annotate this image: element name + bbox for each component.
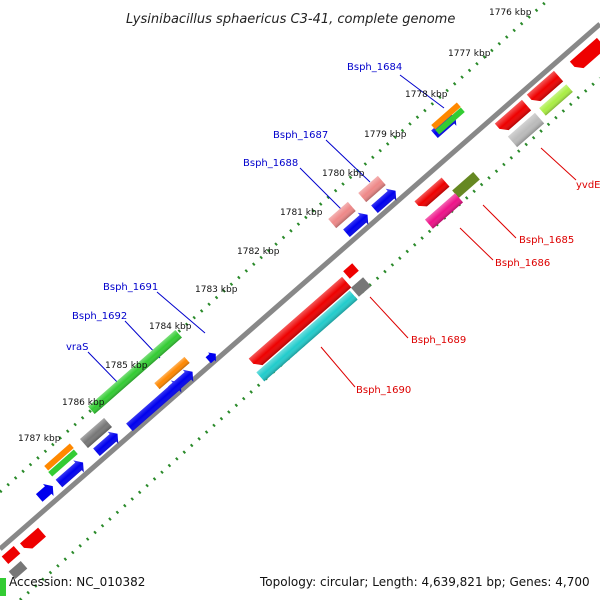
gene-label-vras[interactable]: vraS — [66, 342, 89, 353]
gene-arrow-blue[interactable] — [124, 377, 186, 434]
gene-orange-strip[interactable] — [44, 443, 74, 471]
leader-bsph-1688 — [299, 167, 345, 213]
gene-bsph-1686[interactable] — [424, 193, 464, 229]
genome-backbone — [0, 22, 600, 551]
leader-bsph-1687 — [325, 139, 371, 183]
genome-summary-text: Topology: circular; Length: 4,639,821 bp… — [259, 575, 590, 589]
kbp-tick-label: 1777 kbp — [448, 49, 491, 59]
gene-arrow-blue[interactable] — [54, 456, 89, 489]
leader-bsph-1686 — [459, 227, 494, 261]
gene-pink-block[interactable] — [328, 201, 356, 229]
leader-bsph-1684 — [399, 74, 445, 109]
gene-label-bsph-1687[interactable]: Bsph_1687 — [273, 130, 328, 141]
kbp-tick-label: 1779 kbp — [364, 130, 407, 140]
gene-bsph-1690[interactable] — [256, 290, 358, 382]
gene-red-arrow[interactable] — [526, 70, 564, 105]
gene-gray-block[interactable] — [80, 417, 112, 449]
gene-label-bsph-1684[interactable]: Bsph_1684 — [347, 62, 402, 73]
outer-tick-ring — [0, 0, 550, 494]
gene-red-arrow[interactable] — [414, 177, 450, 211]
leader-vras — [87, 351, 123, 388]
gene-red-arrow[interactable] — [20, 527, 46, 553]
gene-arrow-blue[interactable] — [369, 185, 401, 215]
gene-yvde[interactable] — [539, 84, 573, 116]
gene-lightgray-block[interactable] — [507, 112, 545, 148]
gene-green-strip[interactable] — [435, 107, 465, 135]
gene-pink-block[interactable] — [358, 175, 386, 203]
leader-bsph-1689 — [369, 296, 409, 339]
gene-label-yvde[interactable]: yvdE — [576, 180, 600, 191]
gene-label-bsph-1689[interactable]: Bsph_1689 — [411, 335, 466, 346]
gene-orange-strip[interactable] — [431, 102, 461, 130]
kbp-tick-label: 1778 kbp — [405, 90, 448, 100]
gene-red-arrow[interactable] — [494, 99, 532, 134]
kbp-tick-label: 1776 kbp — [489, 8, 532, 18]
kbp-tick-label: 1784 kbp — [149, 322, 192, 332]
gene-red-small[interactable] — [343, 263, 359, 279]
gene-red-large[interactable] — [248, 276, 352, 369]
gene-label-bsph-1690[interactable]: Bsph_1690 — [356, 385, 411, 396]
accession-text: Accession: NC_010382 — [9, 575, 145, 589]
gene-label-bsph-1686[interactable]: Bsph_1686 — [495, 258, 550, 269]
gene-vras[interactable] — [88, 330, 182, 414]
kbp-tick-label: 1783 kbp — [195, 285, 238, 295]
gene-bsph-1685[interactable] — [452, 172, 480, 198]
kbp-tick-label: 1780 kbp — [322, 169, 365, 179]
leader-bsph-1685 — [482, 204, 517, 239]
gene-green-strip[interactable] — [48, 449, 78, 477]
kbp-tick-label: 1787 kbp — [18, 434, 61, 444]
gene-label-bsph-1685[interactable]: Bsph_1685 — [519, 235, 574, 246]
map-title: Lysinibacillus sphaericus C3-41, complet… — [126, 12, 455, 27]
leader-bsph-1690 — [320, 346, 356, 388]
gene-arrow-blue[interactable] — [91, 428, 123, 458]
leader-yvde — [540, 147, 577, 181]
kbp-tick-label: 1781 kbp — [280, 208, 323, 218]
gene-arrow-blue[interactable] — [34, 480, 58, 504]
kbp-tick-label: 1782 kbp — [237, 247, 280, 257]
gene-gray-small[interactable] — [8, 560, 28, 580]
kbp-tick-label: 1785 kbp — [105, 361, 148, 371]
gene-label-bsph-1691[interactable]: Bsph_1691 — [103, 282, 158, 293]
gene-bsph-1689[interactable] — [351, 277, 371, 297]
gene-label-bsph-1692[interactable]: Bsph_1692 — [72, 311, 127, 322]
gene-red-small[interactable] — [1, 545, 21, 565]
gene-green-edge[interactable] — [0, 578, 6, 596]
gene-arrow-blue-small[interactable] — [204, 349, 219, 365]
gene-red-arrow[interactable] — [569, 37, 600, 72]
kbp-tick-label: 1786 kbp — [62, 398, 105, 408]
gene-arrow-blue[interactable] — [341, 209, 373, 239]
gene-arrow-blue[interactable] — [166, 366, 198, 396]
leader-bsph-1691 — [156, 291, 206, 334]
gene-bsph-1692[interactable] — [154, 356, 190, 390]
gene-label-bsph-1688[interactable]: Bsph_1688 — [243, 158, 298, 169]
